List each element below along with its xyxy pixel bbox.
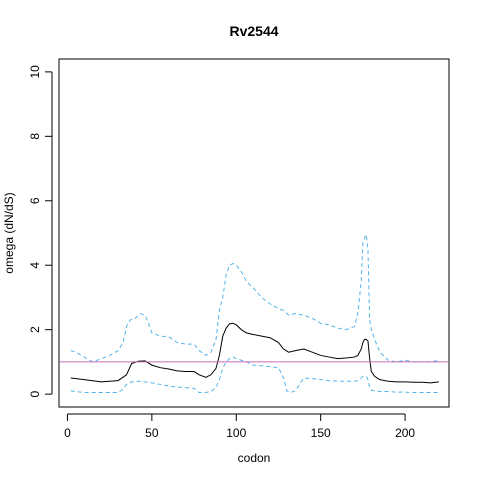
chart-title: Rv2544	[229, 23, 278, 39]
series-line-lower-bound	[70, 356, 439, 394]
y-tick-label: 2	[28, 326, 42, 333]
plot-area	[59, 232, 449, 394]
plot-frame	[58, 58, 450, 408]
x-tick-label: 0	[64, 426, 71, 440]
y-tick-label: 8	[28, 133, 42, 140]
y-axis: 0 2 4 6 8 10	[28, 65, 53, 397]
x-tick-label: 50	[145, 426, 159, 440]
x-tick-label: 150	[311, 426, 331, 440]
y-tick-label: 0	[28, 390, 42, 397]
series-line-upper-bound	[70, 232, 439, 363]
x-axis-label: codon	[238, 451, 271, 465]
series-line-median	[70, 322, 439, 384]
y-tick-label: 6	[28, 197, 42, 204]
x-tick-label: 100	[226, 426, 246, 440]
y-tick-label: 10	[28, 65, 42, 79]
y-axis-label: omega (dN/dS)	[2, 192, 16, 273]
y-tick-label: 4	[28, 262, 42, 269]
x-tick-label: 200	[395, 426, 415, 440]
x-axis: 0 50 100 150 200	[64, 413, 415, 440]
